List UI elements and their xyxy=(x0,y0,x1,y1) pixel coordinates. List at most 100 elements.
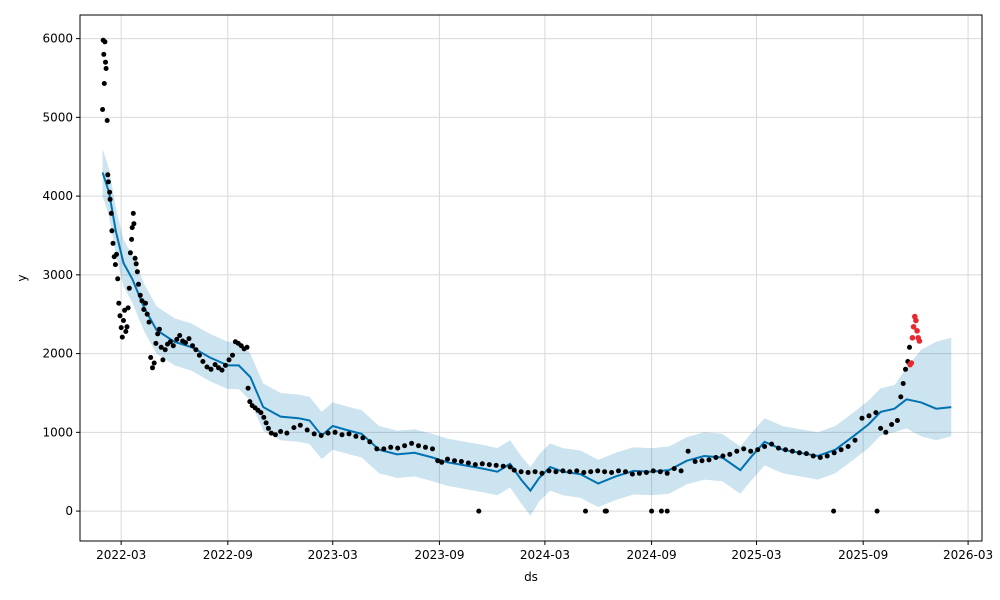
observed-point xyxy=(574,468,580,474)
observed-point xyxy=(903,366,908,372)
observed-point xyxy=(796,450,802,456)
uncertainty-band xyxy=(102,148,952,516)
y-tick-label: 4000 xyxy=(42,189,73,203)
observed-point xyxy=(395,445,401,451)
observed-point xyxy=(105,179,111,185)
x-tick-label: 2024-09 xyxy=(627,548,677,562)
observed-point xyxy=(101,81,107,86)
observed-point xyxy=(699,458,705,464)
observed-point xyxy=(116,300,122,306)
observed-point xyxy=(156,326,162,332)
observed-point xyxy=(664,470,670,476)
observed-point xyxy=(657,469,663,475)
observed-point xyxy=(472,462,478,468)
observed-point xyxy=(103,59,108,65)
observed-point xyxy=(122,307,128,313)
observed-point xyxy=(108,210,114,216)
observed-point xyxy=(155,331,161,337)
observed-point xyxy=(143,300,148,306)
observed-point xyxy=(150,365,155,371)
observed-point xyxy=(261,414,267,420)
observed-point xyxy=(616,468,621,474)
observed-point xyxy=(204,364,210,370)
observed-point xyxy=(230,352,235,358)
observed-point xyxy=(894,418,900,423)
observed-point xyxy=(297,422,303,428)
observed-point xyxy=(127,250,133,256)
observed-point xyxy=(581,470,587,475)
observed-point xyxy=(532,469,538,475)
observed-point xyxy=(332,429,338,435)
observed-point xyxy=(866,413,872,419)
observed-point xyxy=(170,343,176,349)
observed-point xyxy=(465,460,471,466)
observed-point xyxy=(325,430,331,436)
observed-point xyxy=(118,325,124,331)
observed-point xyxy=(873,410,879,416)
y-tick-label: 3000 xyxy=(42,268,73,282)
highlight-point xyxy=(916,338,923,344)
observed-point xyxy=(131,221,137,227)
observed-point xyxy=(511,467,517,473)
observed-point xyxy=(664,508,670,514)
y-tick-label: 0 xyxy=(65,504,73,518)
observed-point xyxy=(755,447,761,453)
x-axis-label: ds xyxy=(524,570,538,584)
observed-point xyxy=(109,228,115,234)
x-tick-label: 2024-03 xyxy=(520,548,570,562)
y-tick-label: 1000 xyxy=(42,425,73,439)
observed-point xyxy=(852,437,858,443)
observed-point xyxy=(137,292,143,298)
observed-point xyxy=(374,446,380,452)
observed-point xyxy=(762,444,768,449)
observed-point xyxy=(859,415,865,421)
observed-point xyxy=(727,451,733,457)
highlight-point xyxy=(914,328,920,334)
observed-point xyxy=(129,236,135,242)
observed-point xyxy=(196,352,202,358)
observed-point xyxy=(134,269,140,275)
observed-point xyxy=(223,362,228,368)
observed-point xyxy=(824,453,830,459)
observed-point xyxy=(101,51,107,57)
observed-point xyxy=(525,470,531,475)
observed-point xyxy=(553,469,559,475)
observed-point xyxy=(114,251,119,257)
observed-point xyxy=(167,339,173,345)
x-tick-label: 2025-09 xyxy=(838,548,888,562)
observed-point xyxy=(268,430,274,436)
observed-point xyxy=(258,410,264,416)
observed-point xyxy=(219,367,225,373)
observed-point xyxy=(907,344,912,350)
observed-point xyxy=(720,453,726,459)
observed-point xyxy=(507,464,513,470)
observed-point xyxy=(115,276,121,282)
observed-point xyxy=(247,399,253,405)
observed-point xyxy=(121,318,126,323)
observed-point xyxy=(124,324,130,330)
observed-point xyxy=(692,459,698,464)
observed-point xyxy=(588,469,594,475)
observed-point xyxy=(174,336,180,342)
observed-point xyxy=(900,381,906,386)
observed-point xyxy=(265,425,271,431)
x-tick-label: 2026-03 xyxy=(943,548,993,562)
x-tick-label: 2023-03 xyxy=(308,548,358,562)
observed-point xyxy=(226,357,232,363)
y-axis-ticks: 0 1000 2000 3000 4000 5000 6000 xyxy=(42,32,80,518)
observed-point xyxy=(602,469,608,475)
observed-point xyxy=(346,431,352,437)
observed-point xyxy=(381,446,387,452)
observed-point xyxy=(650,468,656,474)
observed-point xyxy=(878,425,884,431)
x-tick-label: 2025-03 xyxy=(731,548,781,562)
observed-point xyxy=(583,508,588,514)
observed-point xyxy=(636,470,642,476)
observed-point xyxy=(458,459,464,464)
observed-point xyxy=(148,355,154,360)
observed-point xyxy=(776,445,781,451)
observed-point xyxy=(409,440,415,446)
observed-point xyxy=(845,444,851,449)
highlight-point xyxy=(913,317,919,324)
observed-point xyxy=(685,448,691,454)
